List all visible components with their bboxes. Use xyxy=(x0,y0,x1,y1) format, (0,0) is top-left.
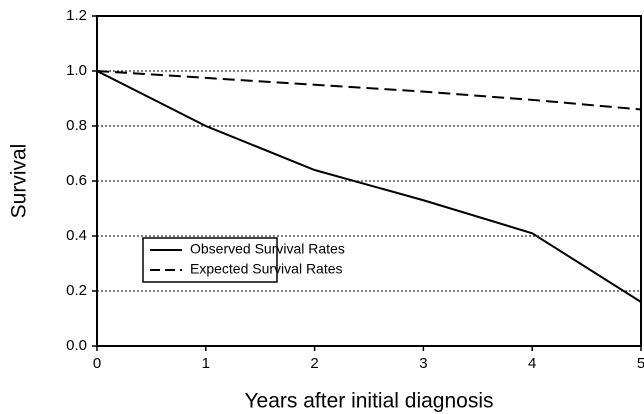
y-tick-label: 0.6 xyxy=(66,172,87,189)
x-axis-title: Years after initial diagnosis xyxy=(244,390,493,413)
series-line xyxy=(96,70,642,303)
legend-label: Observed Survival Rates xyxy=(190,241,345,257)
x-tick-label: 4 xyxy=(528,355,536,372)
x-tick-label: 2 xyxy=(310,355,318,372)
y-tick-label: 1.2 xyxy=(66,7,87,24)
series-line xyxy=(96,70,642,111)
y-tick-label: 0.8 xyxy=(66,117,87,134)
x-tick-label: 1 xyxy=(202,355,210,372)
y-tick-label: 0.4 xyxy=(66,227,87,244)
x-tick-label: 0 xyxy=(93,355,101,372)
y-tick-label: 0.0 xyxy=(66,337,87,354)
legend-box xyxy=(142,237,278,283)
y-tick-label: 0.2 xyxy=(66,282,87,299)
y-tick-label: 1.0 xyxy=(66,62,87,79)
x-tick-label: 3 xyxy=(419,355,427,372)
plot-frame xyxy=(96,15,642,347)
legend-label: Expected Survival Rates xyxy=(190,261,343,277)
x-tick-label: 5 xyxy=(637,355,644,372)
y-axis-title: Survival xyxy=(8,144,31,219)
